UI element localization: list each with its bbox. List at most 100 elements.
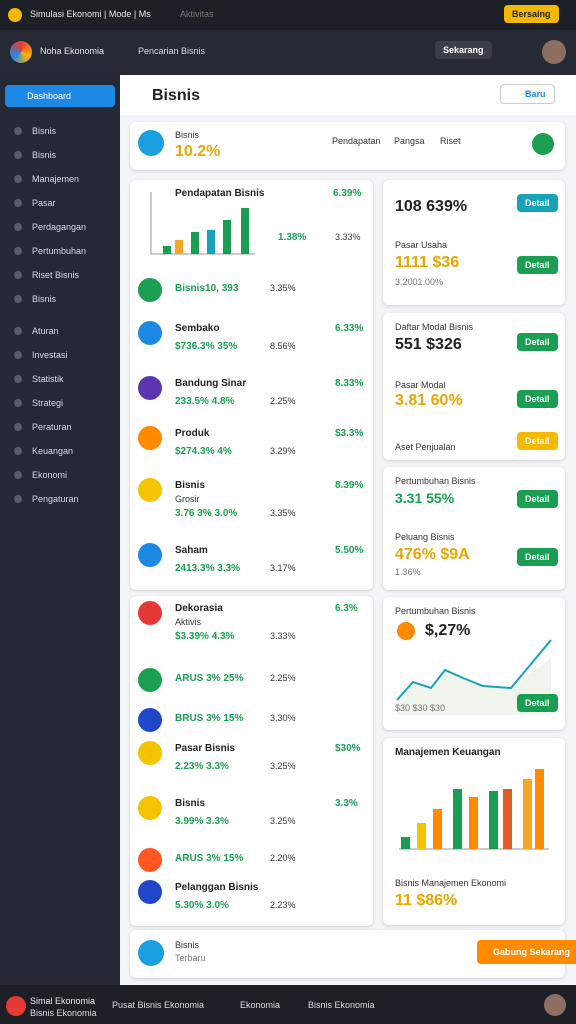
sidebar-item[interactable]: Riset Bisnis	[32, 270, 80, 280]
icon	[14, 495, 22, 503]
label: 3.2001.00%	[395, 277, 444, 287]
button[interactable]: Detail	[517, 694, 558, 712]
summary-card	[130, 122, 565, 170]
row-figure: $274.3% 4%	[175, 446, 232, 457]
sidebar-item[interactable]: Statistik	[32, 374, 64, 384]
sidebar-item[interactable]: Investasi	[32, 350, 68, 360]
row-value: 3.3%	[335, 798, 358, 809]
button[interactable]: Gabung Sekarang	[477, 940, 576, 964]
brand: Noha Ekonomia	[40, 46, 105, 56]
sidebar-item[interactable]: Pengaturan	[32, 494, 79, 504]
footer-link[interactable]: Pusat Bisnis Ekonomia	[112, 1000, 205, 1010]
label: Pasar Modal	[395, 380, 446, 390]
icon	[138, 478, 162, 502]
row-value: 5.50%	[335, 545, 364, 556]
icon	[138, 708, 162, 732]
icon	[138, 321, 162, 345]
sidebar-item[interactable]: Pasar	[32, 198, 56, 208]
sidebar-item[interactable]: Bisnis	[32, 126, 57, 136]
icon	[14, 247, 22, 255]
button[interactable]: Bersaing	[504, 5, 559, 23]
icon	[14, 351, 22, 359]
icon	[14, 199, 22, 207]
row-value: 6.33%	[335, 323, 364, 334]
label: $30 $30 $30	[395, 703, 446, 713]
footer-link[interactable]: Bisnis Ekonomia	[308, 1000, 375, 1010]
icon	[138, 741, 162, 765]
value: 3.33%	[335, 232, 361, 242]
mini-bar-chart	[150, 192, 255, 255]
row-title: Bisnis	[175, 798, 206, 809]
label: Aset Penjualan	[395, 442, 456, 452]
icon	[397, 622, 415, 640]
button[interactable]: Sekarang	[435, 41, 492, 59]
value: 6.39%	[333, 188, 362, 199]
row-change: 3.25%	[270, 761, 296, 771]
button[interactable]: Detail	[517, 194, 558, 212]
stat-card	[383, 467, 565, 590]
label: Peluang Bisnis	[395, 532, 455, 542]
button[interactable]: Detail	[517, 333, 558, 351]
icon	[14, 399, 22, 407]
value: 476% $9A	[395, 546, 470, 563]
sidebar-item[interactable]: Bisnis	[32, 150, 57, 160]
footer-sub: Bisnis Ekonomia	[30, 1008, 97, 1018]
icon	[138, 130, 164, 156]
icon	[544, 994, 566, 1016]
button[interactable]: Baru	[500, 84, 555, 104]
top-bar	[0, 0, 576, 30]
row-change: 3.30%	[270, 713, 296, 723]
row-change: 3.33%	[270, 631, 296, 641]
row-change: 3.35%	[270, 283, 296, 293]
sidebar-item[interactable]: Ekonomi	[32, 470, 68, 480]
avatar[interactable]	[542, 40, 566, 64]
row-figure: 3.76 3% 3.0%	[175, 508, 238, 519]
row-change: 2.25%	[270, 673, 296, 683]
label: Manajemen Keuangan	[395, 747, 501, 758]
icon	[14, 447, 22, 455]
icon	[14, 375, 22, 383]
value: 10.2%	[175, 143, 221, 160]
row-title: Produk	[175, 428, 210, 439]
row-subtitle: Grosir	[175, 494, 200, 504]
sidebar-item[interactable]: Keuangan	[32, 446, 74, 456]
logo	[10, 41, 32, 63]
icon	[14, 271, 22, 279]
sidebar-item[interactable]: Perdagangan	[32, 222, 87, 232]
icon	[138, 940, 164, 966]
icon	[14, 423, 22, 431]
row-change: 3.29%	[270, 446, 296, 456]
sidebar-item[interactable]: Pertumbuhan	[32, 246, 87, 256]
icon	[14, 223, 22, 231]
row-value: 6.3%	[335, 603, 358, 614]
row-figure: 233.5% 4.8%	[175, 396, 235, 407]
app-icon	[8, 8, 22, 22]
label: Pangsa	[394, 136, 425, 146]
label: Daftar Modal Bisnis	[395, 322, 474, 332]
label: Pasar Usaha	[395, 240, 448, 250]
button[interactable]: Detail	[517, 490, 558, 508]
button[interactable]: Detail	[517, 390, 558, 408]
row-figure: 5.30% 3.0%	[175, 900, 229, 911]
icon	[138, 278, 162, 302]
sidebar-item[interactable]: Dashboard	[5, 85, 115, 107]
icon	[14, 295, 22, 303]
icon	[138, 880, 162, 904]
sidebar-item[interactable]: Aturan	[32, 326, 59, 336]
row-figure: $736.3% 35%	[175, 341, 238, 352]
sidebar-item[interactable]: Manajemen	[32, 174, 80, 184]
row-figure: $3.39% 4.3%	[175, 631, 235, 642]
page-title: Bisnis	[152, 87, 201, 104]
sidebar-item[interactable]: Strategi	[32, 398, 64, 408]
row-figure: 2.23% 3.3%	[175, 761, 229, 772]
button[interactable]: Detail	[517, 432, 558, 450]
button[interactable]: Detail	[517, 548, 558, 566]
card-subtitle: Terbaru	[175, 953, 206, 963]
footer-link[interactable]: Ekonomia	[240, 1000, 281, 1010]
app-title: Simulasi Ekonomi | Mode | Ms	[30, 9, 151, 19]
icon	[138, 668, 162, 692]
sidebar-item[interactable]: Peraturan	[32, 422, 72, 432]
sidebar-item[interactable]: Bisnis	[32, 294, 57, 304]
footer-brand: Simal Ekonomia	[30, 996, 96, 1006]
button[interactable]: Detail	[517, 256, 558, 274]
